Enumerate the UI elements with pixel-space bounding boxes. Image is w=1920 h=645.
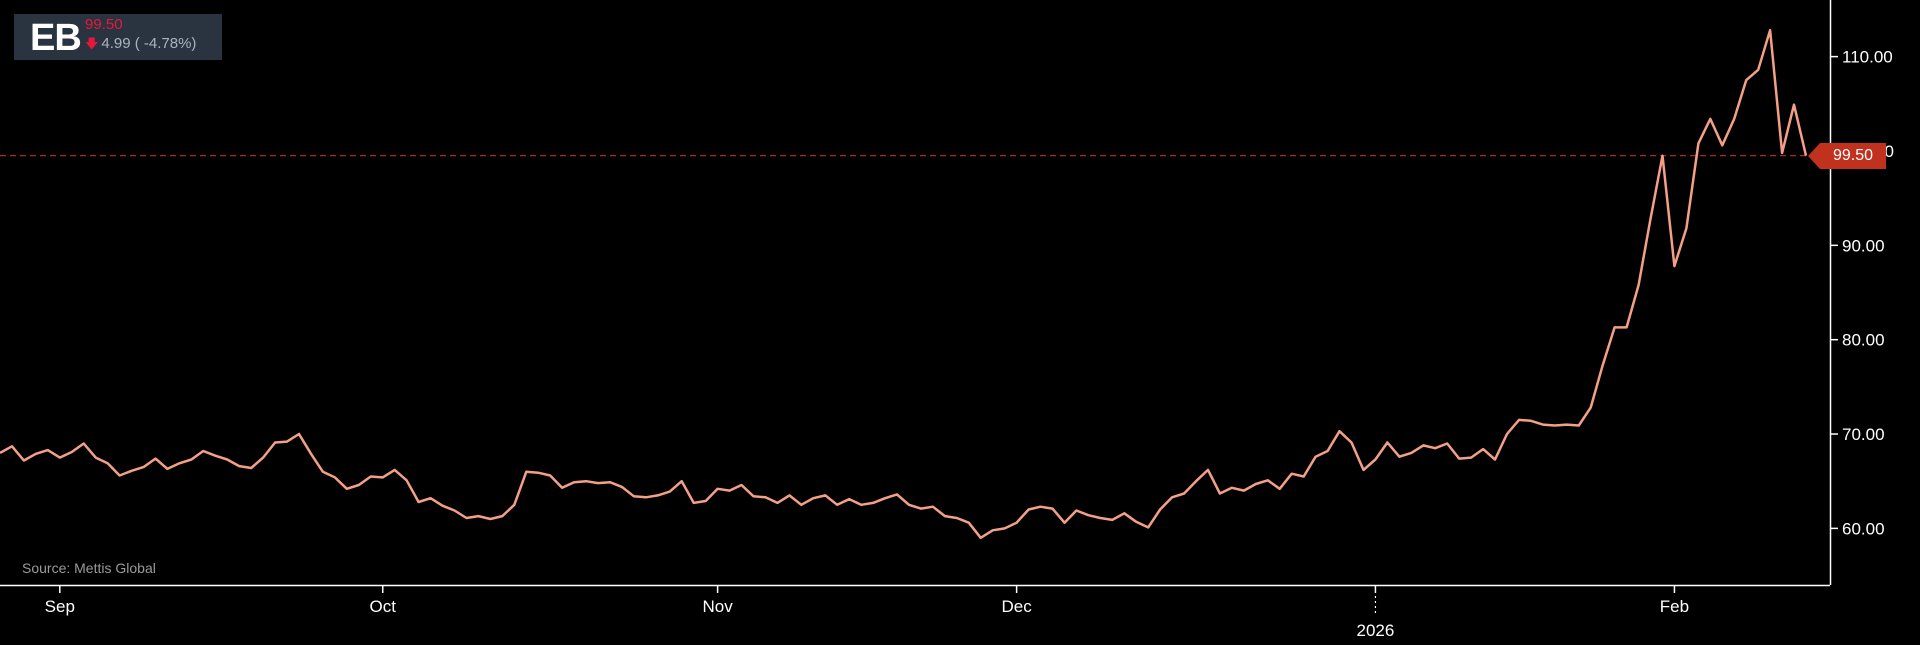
current-price-tag: 99.50: [1808, 142, 1886, 169]
arrow-down-icon: 🡇: [85, 36, 99, 51]
source-label: Source: Mettis Global: [22, 560, 156, 576]
x-axis-ticks: SepOctNovDec2026FebMar: [45, 585, 1689, 640]
y-tick-label: 60.00: [1842, 519, 1885, 538]
ticker-symbol: EB: [30, 17, 82, 59]
x-tick-label: Dec: [1002, 597, 1033, 616]
y-tick-label: 80.00: [1842, 331, 1885, 350]
x-tick-label: Oct: [370, 597, 397, 616]
x-tick-label: Feb: [1660, 597, 1689, 616]
y-tick-label: 90.00: [1842, 236, 1885, 255]
price-series-line: [0, 28, 1808, 540]
y-tick-label: 110.00: [1842, 48, 1893, 67]
x-tick-label: Sep: [45, 597, 75, 616]
ticker-summary: EB 99.50 🡇 4.99 ( -4.78%): [14, 14, 222, 60]
ticker-change: 4.99 ( -4.78%): [101, 35, 197, 52]
ticker-change-row: 🡇 4.99 ( -4.78%): [85, 35, 196, 57]
x-tick-label: Nov: [702, 597, 733, 616]
y-tick-label: 70.00: [1842, 425, 1885, 444]
ticker-price: 99.50: [85, 16, 123, 33]
x-year-label: 2026: [1357, 621, 1395, 640]
